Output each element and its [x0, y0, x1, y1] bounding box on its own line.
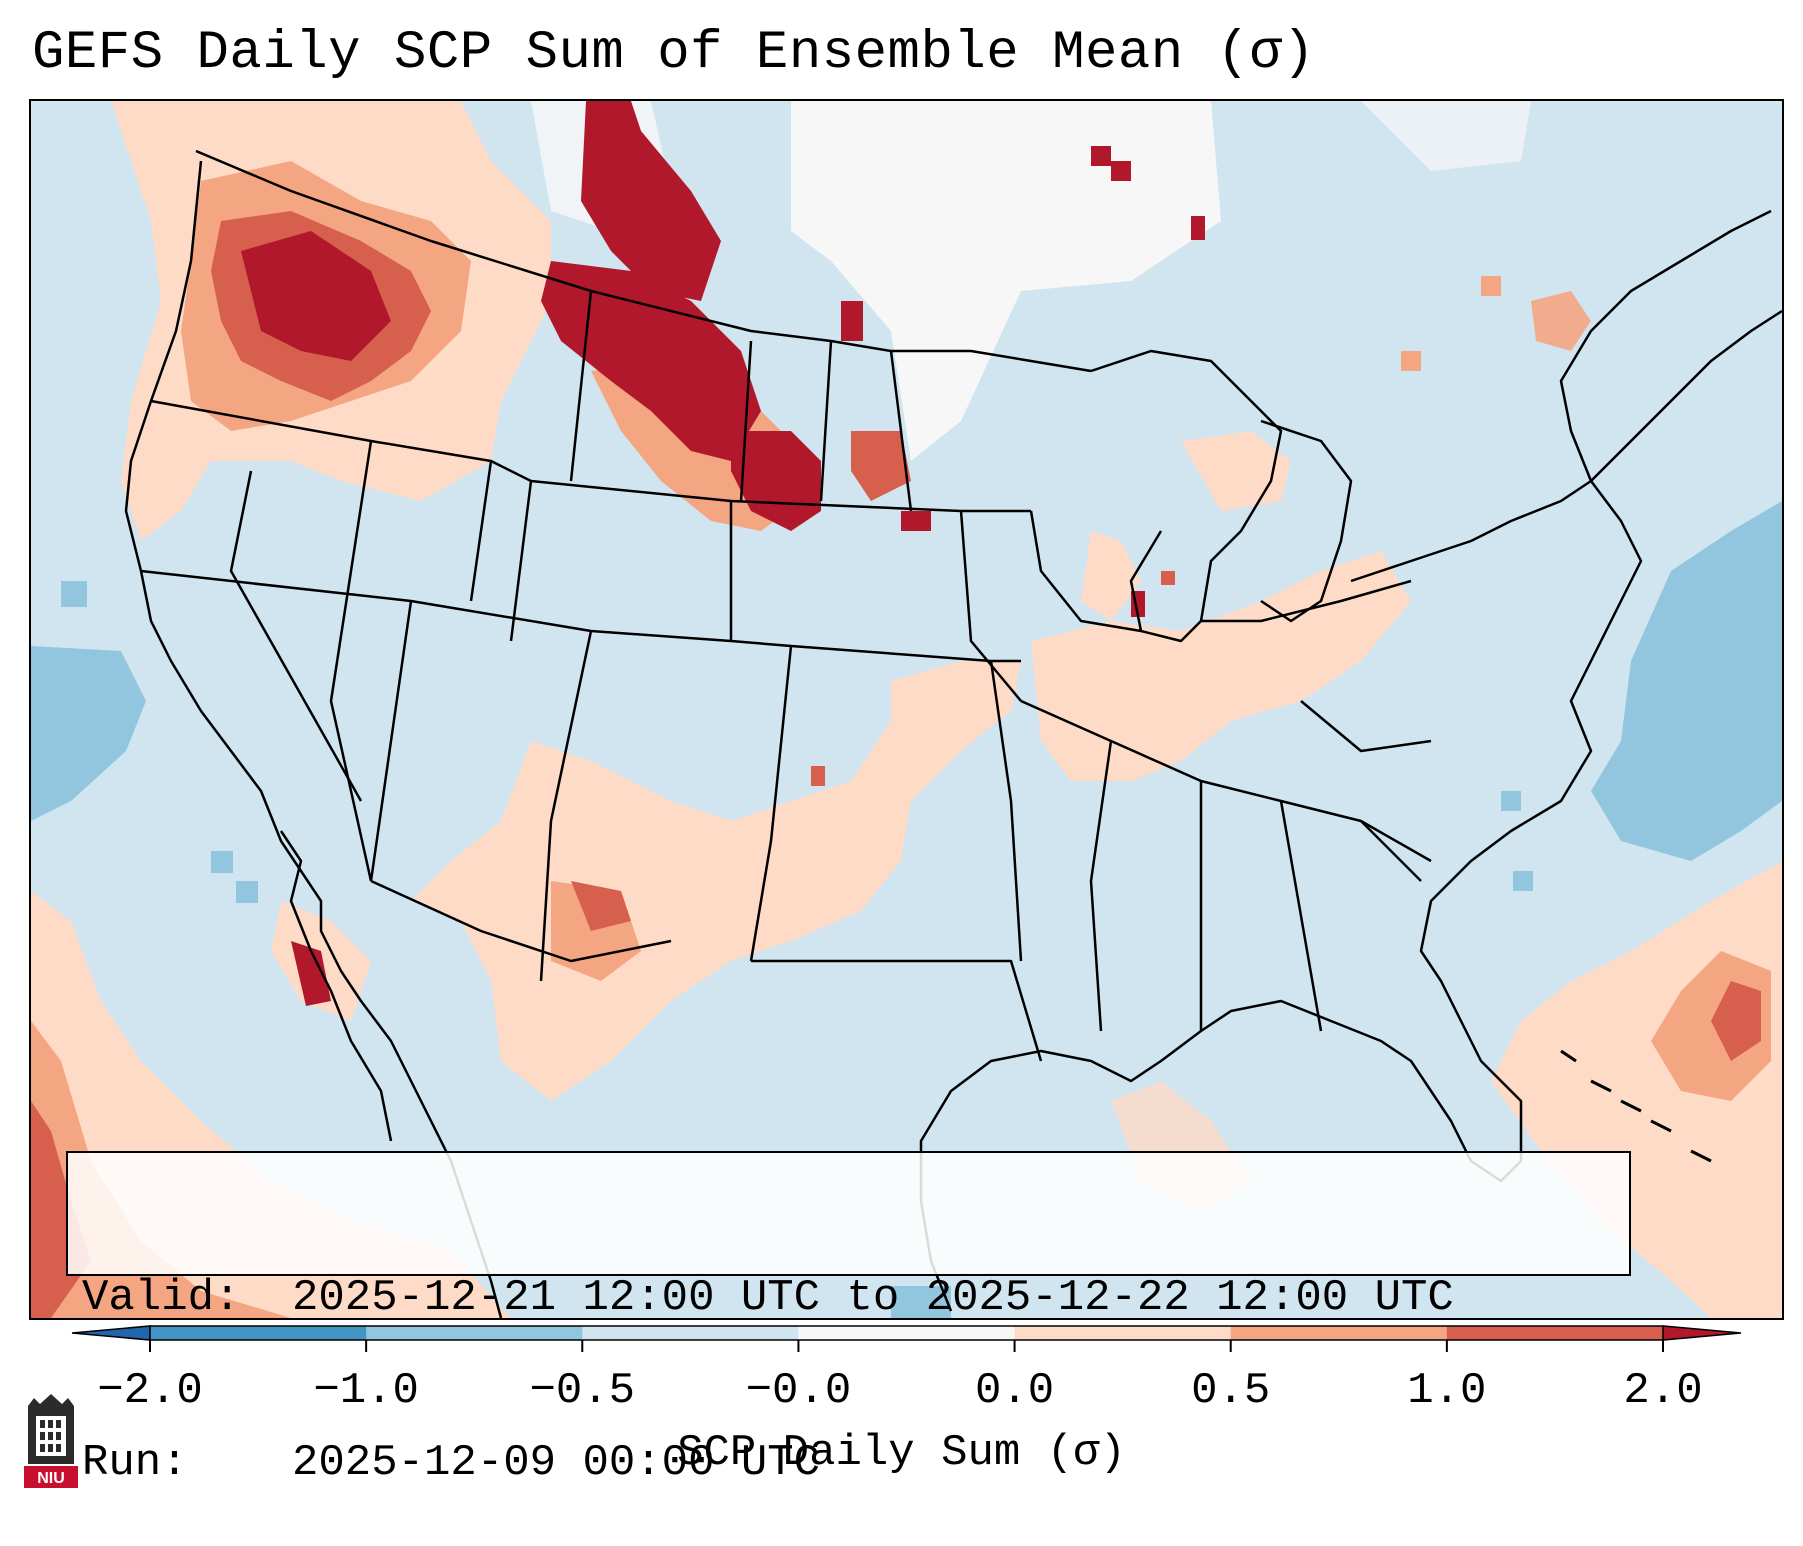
- colorbar: [71, 1325, 1742, 1352]
- strong-positive-areas: [31, 101, 1761, 1318]
- colorbar-outline: [149, 1325, 1664, 1341]
- colorbar-bins: [71, 1325, 1742, 1341]
- colorbar-extend-low: [71, 1325, 151, 1341]
- colorbar-extend-high: [1662, 1325, 1742, 1341]
- colorbar-tick-label: 2.0: [1623, 1366, 1703, 1416]
- map-panel[interactable]: [29, 99, 1784, 1320]
- negative-anomaly-areas: [31, 501, 1782, 1318]
- colorbar-tick-label: −0.5: [529, 1366, 636, 1416]
- colorbar-label: SCP Daily Sum (σ): [677, 1428, 1126, 1478]
- colorbar-bin: [798, 1326, 1016, 1340]
- colorbar-tick-label: −0.0: [745, 1366, 852, 1416]
- run-row: Run: 2025-12-09 00:00 UTC: [82, 1436, 1615, 1491]
- geographic-boundaries: [124, 149, 1782, 1318]
- colorbar-tick-label: −2.0: [97, 1366, 203, 1416]
- run-label: Run:: [82, 1438, 188, 1488]
- colorbar-bin: [150, 1326, 367, 1340]
- chart-title: GEFS Daily SCP Sum of Ensemble Mean (σ): [32, 23, 1316, 84]
- colorbar-bin: [366, 1326, 583, 1340]
- niu-logo: NIU: [24, 1394, 78, 1488]
- valid-info-box: Valid: 2025-12-21 12:00 UTC to 2025-12-2…: [66, 1151, 1631, 1488]
- run-value: 2025-12-09 00:00 UTC: [292, 1438, 821, 1488]
- svg-text:NIU: NIU: [37, 1470, 65, 1487]
- colorbar-tick-label: 0.5: [1191, 1366, 1271, 1416]
- colorbar-tick-label: 0.0: [974, 1366, 1055, 1416]
- colorbar-tick-label: 1.0: [1407, 1366, 1487, 1416]
- colorbar-bin: [1230, 1326, 1448, 1340]
- colorbar-bin: [582, 1326, 799, 1340]
- colorbar-ticks: [149, 1340, 1664, 1352]
- map-canvas: [31, 101, 1782, 1318]
- caribbean-islands: [1560, 1049, 1712, 1163]
- colorbar-tick-label: −1.0: [313, 1366, 419, 1416]
- valid-value: 2025-12-21 12:00 UTC to 2025-12-22 12:00…: [292, 1273, 1454, 1323]
- valid-row: Valid: 2025-12-21 12:00 UTC to 2025-12-2…: [82, 1271, 1615, 1326]
- valid-label: Valid:: [82, 1273, 241, 1323]
- colorbar-bin: [1014, 1326, 1232, 1340]
- colorbar-bin: [1446, 1326, 1664, 1340]
